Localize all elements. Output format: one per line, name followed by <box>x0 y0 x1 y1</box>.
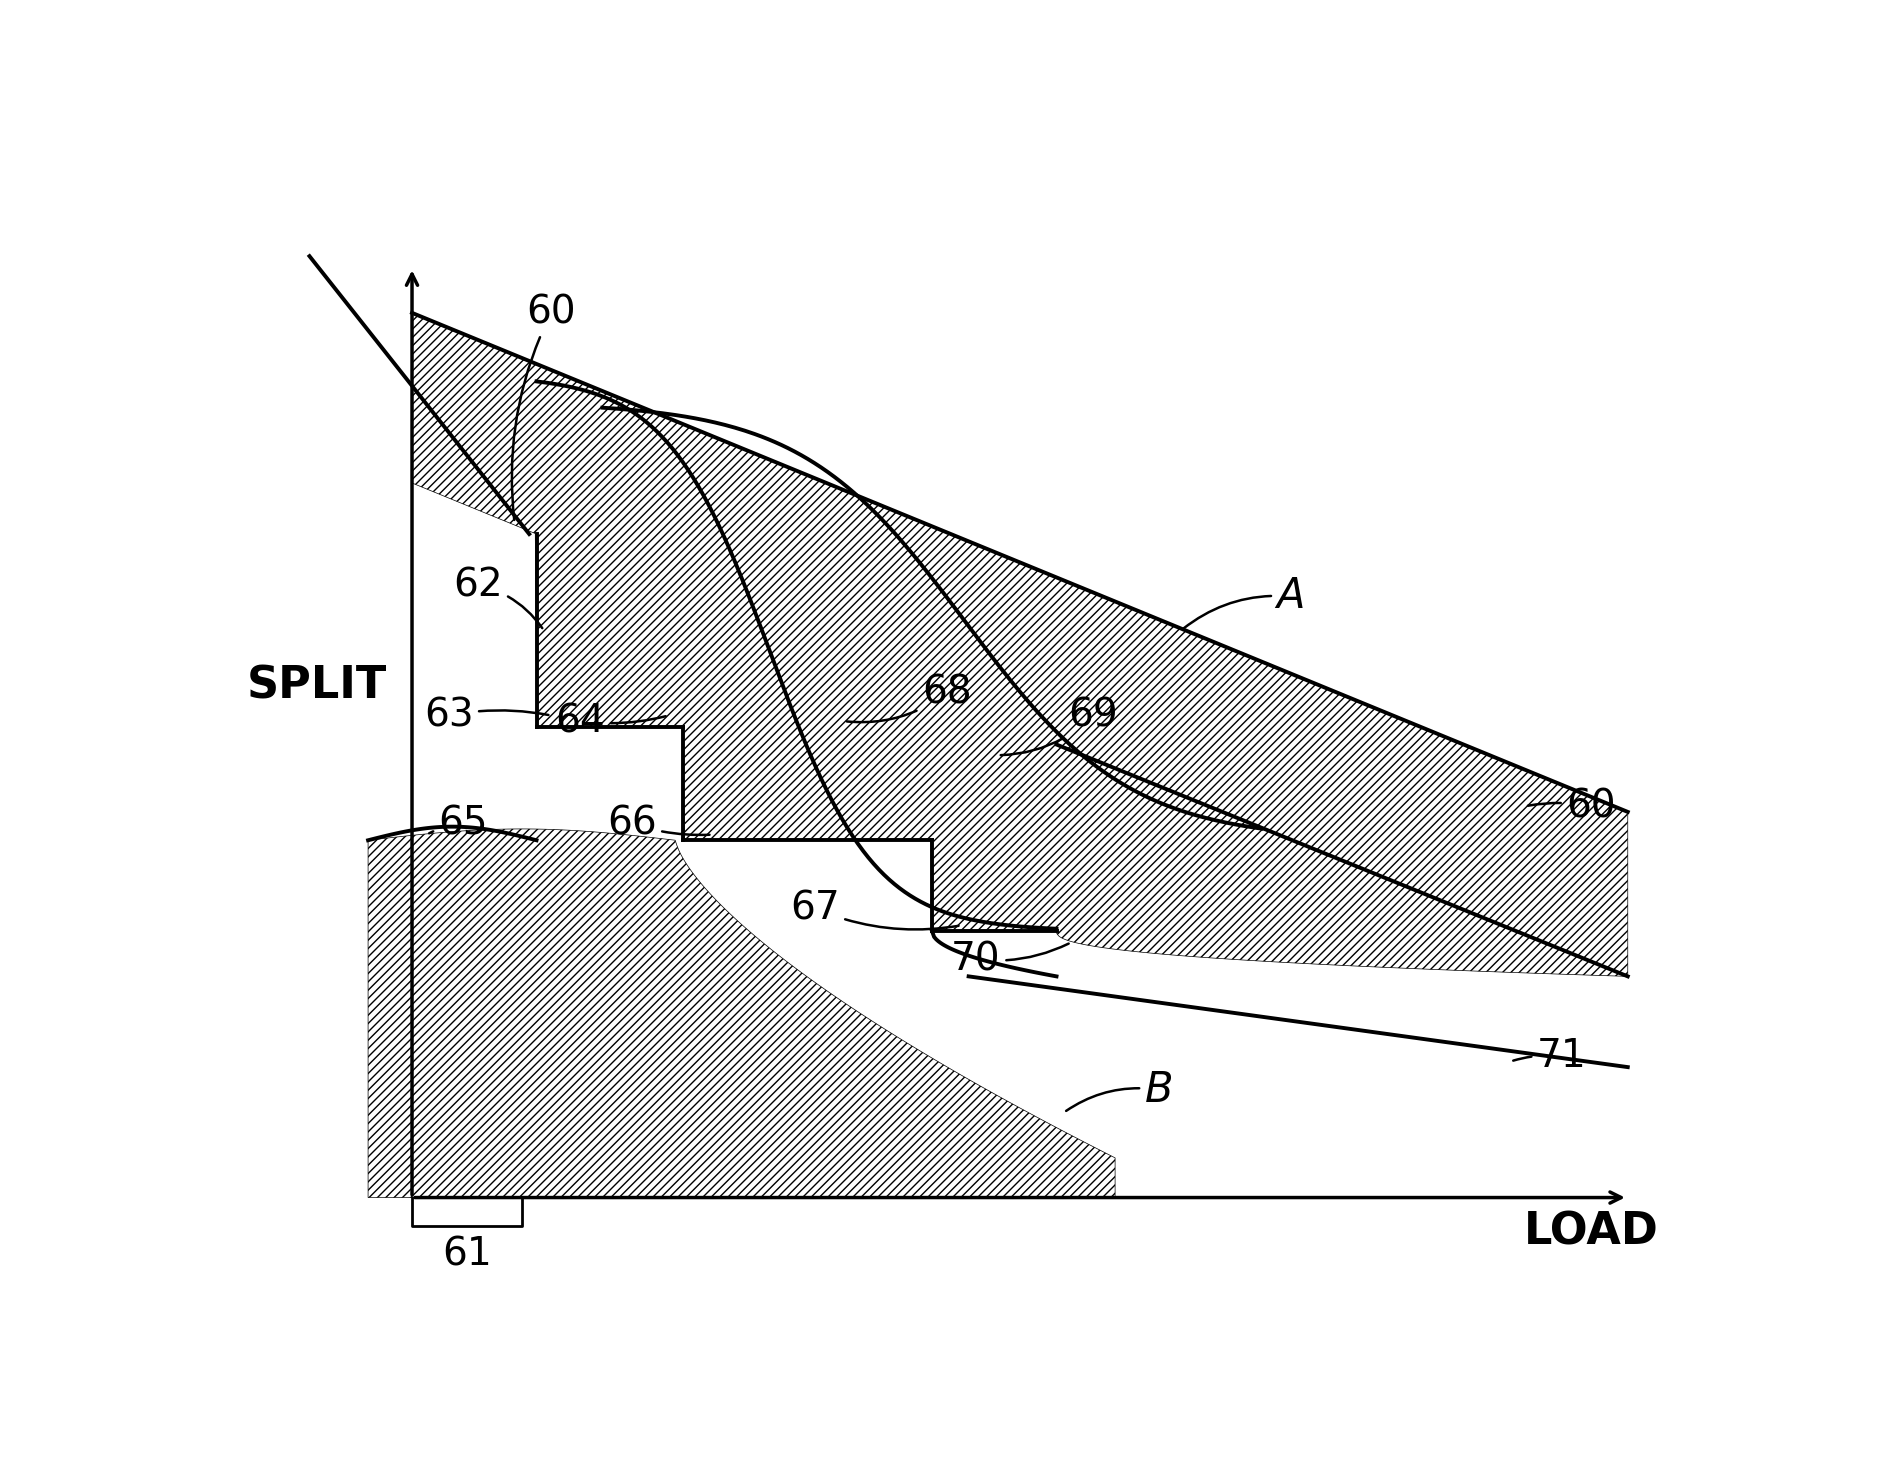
Text: 66: 66 <box>606 804 708 843</box>
Text: 65: 65 <box>429 804 487 843</box>
Text: 69: 69 <box>999 697 1118 756</box>
Text: 61: 61 <box>442 1236 491 1273</box>
Text: 67: 67 <box>790 890 958 929</box>
Polygon shape <box>412 312 1626 977</box>
Text: 70: 70 <box>950 940 1067 978</box>
Text: SPLIT: SPLIT <box>247 664 387 707</box>
Text: 62: 62 <box>453 566 542 627</box>
Text: LOAD: LOAD <box>1523 1211 1659 1254</box>
Text: A: A <box>1183 576 1305 629</box>
Text: 68: 68 <box>846 673 971 722</box>
Text: 63: 63 <box>423 697 548 735</box>
Polygon shape <box>368 829 1115 1198</box>
Text: 71: 71 <box>1513 1037 1587 1075</box>
Text: 64: 64 <box>555 703 665 739</box>
Text: B: B <box>1065 1069 1173 1111</box>
Text: 60: 60 <box>512 295 576 520</box>
Text: 60: 60 <box>1526 787 1615 825</box>
